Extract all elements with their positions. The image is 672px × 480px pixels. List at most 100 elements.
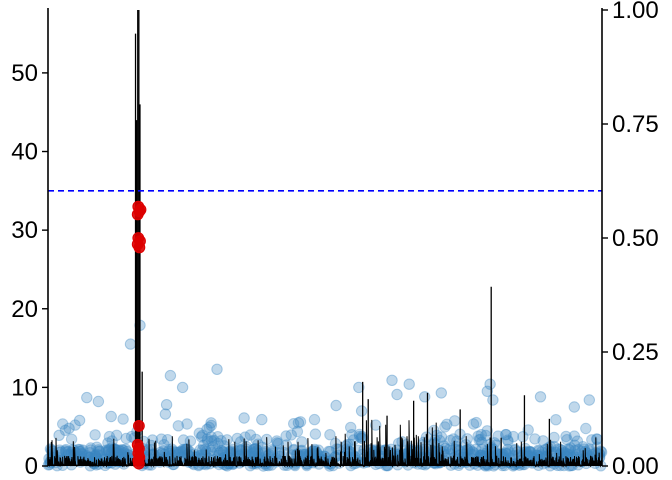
scatter-point xyxy=(273,446,286,458)
scatter-point xyxy=(212,431,224,443)
scatter-point xyxy=(164,369,177,382)
scatter-point xyxy=(100,444,113,456)
scatter-point xyxy=(93,445,105,458)
scatter-point xyxy=(117,413,129,425)
scatter-point xyxy=(205,445,217,457)
scatter-point xyxy=(271,435,283,447)
scatter-point xyxy=(195,431,208,443)
scatter-point xyxy=(89,429,101,441)
scatter-point xyxy=(155,433,168,445)
scatter-point xyxy=(207,441,219,453)
scatter-point xyxy=(502,435,514,448)
scatter-point xyxy=(272,438,284,450)
scatter-point xyxy=(572,443,584,456)
scatter-point xyxy=(307,445,319,457)
left-tick-label: 20 xyxy=(11,296,38,323)
scatter-point xyxy=(256,441,269,453)
scatter-point xyxy=(583,394,595,406)
scatter-point xyxy=(473,434,485,446)
scatter-point xyxy=(121,448,133,460)
scatter-point xyxy=(292,417,305,429)
scatter-point xyxy=(105,410,117,423)
right-tick-label: 0.00 xyxy=(612,453,659,480)
scatter-point xyxy=(403,378,415,390)
scatter-point xyxy=(205,431,217,443)
scatter-point xyxy=(467,418,480,430)
scatter-point xyxy=(568,439,581,451)
scatter-point xyxy=(73,414,86,427)
scatter-point xyxy=(259,446,271,458)
scatter-point xyxy=(296,436,308,448)
scatter-point xyxy=(77,444,89,456)
scatter-point xyxy=(571,435,584,447)
scatter-point xyxy=(519,442,531,455)
scatter-point xyxy=(330,399,342,412)
scatter-point xyxy=(449,415,461,427)
scatter-point xyxy=(523,445,535,458)
scatter-point xyxy=(532,444,544,456)
scatter-point xyxy=(524,446,537,458)
scatter-point xyxy=(347,434,360,446)
scatter-point xyxy=(197,444,209,456)
scatter-point xyxy=(208,434,220,447)
scatter-point xyxy=(251,444,264,457)
scatter-point xyxy=(496,448,508,460)
scatter-point xyxy=(181,418,193,430)
scatter-point xyxy=(310,446,322,458)
scatter-point xyxy=(340,443,353,455)
scatter-point xyxy=(194,444,206,456)
scatter-point xyxy=(450,440,462,453)
scatter-point xyxy=(488,437,501,449)
scatter-point xyxy=(586,434,598,446)
scatter-point xyxy=(92,444,105,456)
scatter-point xyxy=(580,422,592,435)
scatter-point xyxy=(474,433,486,446)
scatter-point xyxy=(502,434,514,446)
scatter-point xyxy=(159,408,172,420)
scatter-point xyxy=(550,414,562,426)
scatter-point xyxy=(227,443,239,455)
scatter-point xyxy=(568,401,580,413)
right-tick-label: 0.75 xyxy=(612,111,659,138)
scatter-point xyxy=(76,447,88,460)
scatter-point xyxy=(63,422,75,434)
scatter-point xyxy=(85,442,97,454)
scatter-point xyxy=(201,433,214,445)
scatter-point xyxy=(216,445,228,457)
scatter-point xyxy=(503,446,515,459)
scatter-point xyxy=(578,443,590,455)
scatter-point xyxy=(92,395,105,408)
right-tick-label: 0.25 xyxy=(612,339,659,366)
scatter-point xyxy=(249,443,261,455)
scatter-point xyxy=(114,445,127,457)
scatter-point xyxy=(484,378,496,390)
scatter-point xyxy=(470,443,482,455)
scatter-point xyxy=(179,443,191,455)
scatter-point xyxy=(172,420,185,432)
scatter-point xyxy=(203,421,216,434)
scatter-point xyxy=(177,434,190,446)
scatter-point xyxy=(124,338,137,350)
scatter-point xyxy=(248,446,260,458)
scatter-point xyxy=(160,399,173,411)
scatter-point xyxy=(562,443,575,455)
scatter-point xyxy=(256,413,268,426)
scatter-point xyxy=(524,446,537,458)
scatter-point xyxy=(561,434,573,446)
scatter-point xyxy=(481,425,493,437)
scatter-point xyxy=(215,435,227,447)
scatter-point xyxy=(472,430,484,442)
scatter-point xyxy=(201,423,213,435)
scatter-point xyxy=(196,429,209,442)
scatter-point xyxy=(205,417,217,429)
highlighted-points xyxy=(131,200,147,470)
scatter-point xyxy=(435,387,447,399)
scatter-point xyxy=(583,443,596,455)
scatter-point xyxy=(225,445,237,457)
scatter-point xyxy=(534,391,547,403)
scatter-point xyxy=(500,428,512,441)
scatter-point xyxy=(294,416,307,428)
scatter-point xyxy=(291,425,304,438)
scatter-point xyxy=(517,431,529,443)
highlighted-point xyxy=(134,203,147,216)
